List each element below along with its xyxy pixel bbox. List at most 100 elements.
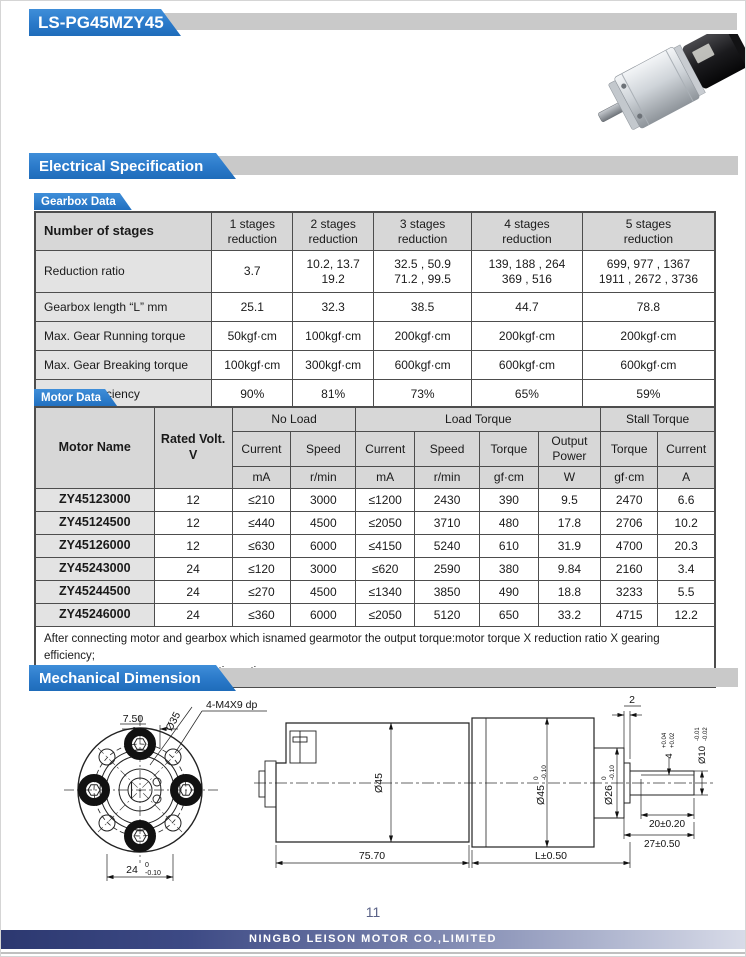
table-cell: 2160 xyxy=(600,557,659,581)
table-row: ZY45243000 24 ≤120 3000 ≤620 2590 380 9.… xyxy=(34,557,716,581)
header-cell: 3 stages reduction xyxy=(373,211,473,251)
table-cell: 6.6 xyxy=(657,488,716,512)
table-cell: ≤620 xyxy=(355,557,415,581)
table-cell: 490 xyxy=(479,580,539,604)
table-cell: 44.7 xyxy=(471,292,583,322)
table-cell: 2470 xyxy=(600,488,659,512)
dim-front-width-label: 24 xyxy=(126,864,138,876)
header-cell: Torque xyxy=(600,431,659,467)
table-cell: 12 xyxy=(153,534,233,558)
table-cell: 73% xyxy=(373,379,473,410)
table-row: ZY45244500 24 ≤270 4500 ≤1340 3850 490 1… xyxy=(34,580,716,604)
table-cell: 3.4 xyxy=(657,557,716,581)
dim-shaft-dia-label: Ø10 xyxy=(697,746,708,764)
header-cell: 4 stages reduction xyxy=(471,211,583,251)
gearmotor-illustration xyxy=(598,34,745,130)
table-cell: 25.1 xyxy=(211,292,294,322)
unit-cell: A xyxy=(657,466,716,489)
table-cell: 200kgf·cm xyxy=(581,321,716,351)
table-cell: 610 xyxy=(479,534,539,558)
table-cell: ≤440 xyxy=(231,511,292,535)
table-cell: ≤2050 xyxy=(355,603,415,627)
table-cell: 4715 xyxy=(600,603,659,627)
table-row: Reduction ratio 3.7 10.2, 13.7 19.2 32.5… xyxy=(34,250,716,293)
unit-cell: r/min xyxy=(413,466,481,489)
dim-front-offset-label: 7.50 xyxy=(123,713,144,725)
page-title: LS-PG45MZY45 xyxy=(29,9,181,36)
motor-name-cell: ZY45243000 xyxy=(34,557,155,581)
header-cell: Stall Torque xyxy=(600,406,716,432)
motor-name-cell: ZY45246000 xyxy=(34,603,155,627)
table-cell: 9.5 xyxy=(537,488,602,512)
row-label: Reduction ratio xyxy=(34,250,213,293)
table-cell: 32.3 xyxy=(292,292,375,322)
table-cell: 2430 xyxy=(413,488,481,512)
table-cell: ≤2050 xyxy=(355,511,415,535)
footer-company-name: NINGBO LEISON MOTOR CO.,LIMITED xyxy=(249,933,497,945)
table-row: Max. Gear Running torque 50kgf·cm 100kgf… xyxy=(34,321,716,351)
header-cell: No Load xyxy=(231,406,357,432)
table-cell: 380 xyxy=(479,557,539,581)
table-cell: 3000 xyxy=(290,557,357,581)
table-cell: ≤210 xyxy=(231,488,292,512)
motor-tab-label: Motor Data xyxy=(41,392,102,404)
table-cell: 65% xyxy=(471,379,583,410)
table-cell: 9.84 xyxy=(537,557,602,581)
table-cell: 12 xyxy=(153,511,233,535)
motor-name-cell: ZY45124500 xyxy=(34,511,155,535)
dim-gear-dia-tol-upper: 0 xyxy=(533,776,540,780)
dim-front-pcd-label: Ø35 xyxy=(163,710,183,733)
table-cell: 17.8 xyxy=(537,511,602,535)
dim-motor-dia-label: Ø45 xyxy=(373,773,385,793)
table-cell: 200kgf·cm xyxy=(471,321,583,351)
dim-gear-dia-label: Ø45 xyxy=(535,785,547,805)
header-cell: Current xyxy=(657,431,716,467)
table-cell: 3850 xyxy=(413,580,481,604)
table-cell: 100kgf·cm xyxy=(211,350,294,380)
table-cell: ≤1340 xyxy=(355,580,415,604)
table-cell: 3000 xyxy=(290,488,357,512)
row-label: Gearbox length “L” mm xyxy=(34,292,213,322)
unit-cell: W xyxy=(537,466,602,489)
dim-motor-length-label: 75.70 xyxy=(359,850,385,862)
gearbox-header-row: Number of stages 1 stages reduction 2 st… xyxy=(34,211,716,251)
table-cell: 12 xyxy=(153,488,233,512)
table-cell: 50kgf·cm xyxy=(211,321,294,351)
table-cell: 2590 xyxy=(413,557,481,581)
header-cell: Current xyxy=(231,431,292,467)
table-cell: 4500 xyxy=(290,511,357,535)
motor-header-group-row: Motor Name Rated Volt. V No Load Load To… xyxy=(34,406,716,489)
table-cell: 4700 xyxy=(600,534,659,558)
table-cell: 78.8 xyxy=(581,292,716,322)
row-label: Max. Gear Breaking torque xyxy=(34,350,213,380)
table-cell: 100kgf·cm xyxy=(292,321,375,351)
bottom-rule xyxy=(1,952,745,954)
header-cell: 5 stages reduction xyxy=(581,211,716,251)
mechanical-section-banner: Mechanical Dimension xyxy=(29,665,236,691)
header-cell: Load Torque xyxy=(355,406,602,432)
table-cell: 4500 xyxy=(290,580,357,604)
front-holes-label: 4-M4X9 dp xyxy=(206,699,258,711)
dim-flange-thickness-label: 2 xyxy=(629,694,635,706)
front-view xyxy=(64,706,267,881)
table-cell: 90% xyxy=(211,379,294,410)
table-cell: ≤630 xyxy=(231,534,292,558)
header-cell: Current xyxy=(355,431,415,467)
gearbox-data-tab: Gearbox Data xyxy=(34,193,132,210)
dim-key-tol-upper: +0.04 xyxy=(662,732,668,748)
mechanical-section-title: Mechanical Dimension xyxy=(39,669,201,687)
electrical-section-title: Electrical Specification xyxy=(39,157,204,175)
table-cell: 33.2 xyxy=(537,603,602,627)
header-cell: Torque xyxy=(479,431,539,467)
table-row: ZY45124500 12 ≤440 4500 ≤2050 3710 480 1… xyxy=(34,511,716,535)
table-cell: 5240 xyxy=(413,534,481,558)
motor-data-tab: Motor Data xyxy=(34,389,117,406)
motor-name-cell: ZY45244500 xyxy=(34,580,155,604)
header-cell: 2 stages reduction xyxy=(292,211,375,251)
side-view xyxy=(254,705,716,868)
row-label: Max. Gear Running torque xyxy=(34,321,213,351)
motor-name-cell: ZY45123000 xyxy=(34,488,155,512)
table-cell: 480 xyxy=(479,511,539,535)
title-gray-bar xyxy=(99,13,737,30)
